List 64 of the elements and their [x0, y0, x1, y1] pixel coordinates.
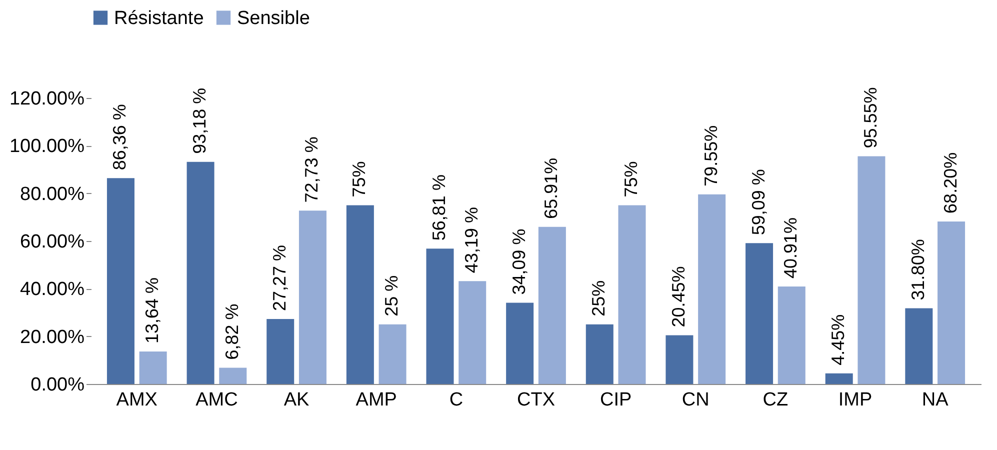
x-tick-label: IMP	[838, 390, 872, 410]
bar	[298, 210, 326, 384]
x-tick-label: AMC	[196, 390, 238, 410]
data-label: 75%	[621, 161, 641, 198]
bar	[938, 221, 966, 384]
bar	[858, 156, 886, 384]
bar	[666, 335, 694, 384]
y-tick-label: 80.00%	[20, 184, 85, 205]
x-tick-label: C	[449, 390, 464, 410]
bar	[266, 319, 294, 384]
data-label: 20.45%	[668, 266, 688, 328]
x-tick-label: AMX	[116, 390, 158, 410]
bar	[186, 162, 214, 384]
data-label: 40.91%	[780, 217, 801, 278]
data-label: 27,27 %	[269, 244, 290, 312]
data-label: 6,82 %	[222, 304, 242, 360]
y-tick-label: 40.00%	[20, 279, 85, 300]
x-tick-label: CN	[682, 390, 710, 410]
data-label: 86,36 %	[110, 104, 130, 170]
bar	[905, 308, 933, 384]
legend-label: Sensible	[237, 8, 310, 29]
x-tick-label: CTX	[517, 390, 556, 410]
data-label: 31.80%	[908, 239, 928, 300]
x-tick-label: NA	[922, 390, 949, 410]
bar	[538, 226, 566, 384]
bar	[698, 194, 726, 384]
data-label: 13,64 %	[142, 277, 162, 344]
y-tick-label: 0.00%	[30, 374, 85, 396]
data-label: 34,09 %	[508, 228, 529, 295]
data-label: 95.55%	[860, 87, 880, 148]
bar	[746, 243, 774, 384]
y-tick-label: 60.00%	[20, 232, 85, 252]
bar	[346, 205, 374, 384]
x-tick-label: CZ	[762, 390, 789, 410]
data-label: 25%	[588, 280, 609, 316]
bar	[825, 373, 853, 384]
y-tick-label: 120.00%	[9, 88, 85, 110]
bar	[458, 281, 486, 384]
data-label: 68.20%	[940, 152, 960, 214]
bar	[426, 248, 454, 384]
data-label: 59,09 %	[748, 169, 768, 236]
data-label: 65.91%	[541, 158, 562, 219]
data-label: 72,73 %	[302, 136, 322, 203]
x-tick-label: AK	[284, 390, 310, 410]
bar	[219, 368, 247, 384]
bar	[106, 178, 134, 384]
data-label: 43,19 %	[461, 207, 482, 274]
data-label: 79.55%	[700, 125, 721, 186]
bar	[618, 205, 646, 384]
bar	[139, 351, 167, 384]
legend-label: Résistante	[114, 8, 204, 29]
bar	[778, 286, 806, 384]
x-tick-label: CIP	[600, 390, 632, 410]
bar	[378, 324, 406, 384]
data-label: 56,81 %	[429, 174, 449, 241]
x-tick-label: AMP	[356, 390, 397, 410]
data-label: 93,18 %	[190, 88, 210, 154]
y-tick-label: 100.00%	[9, 136, 85, 158]
bar	[586, 324, 614, 384]
bar	[506, 302, 534, 384]
y-tick-label: 20.00%	[20, 326, 85, 348]
data-label: 75%	[349, 161, 370, 198]
data-label: 4.45%	[828, 314, 848, 366]
data-label: 25 %	[382, 275, 402, 316]
